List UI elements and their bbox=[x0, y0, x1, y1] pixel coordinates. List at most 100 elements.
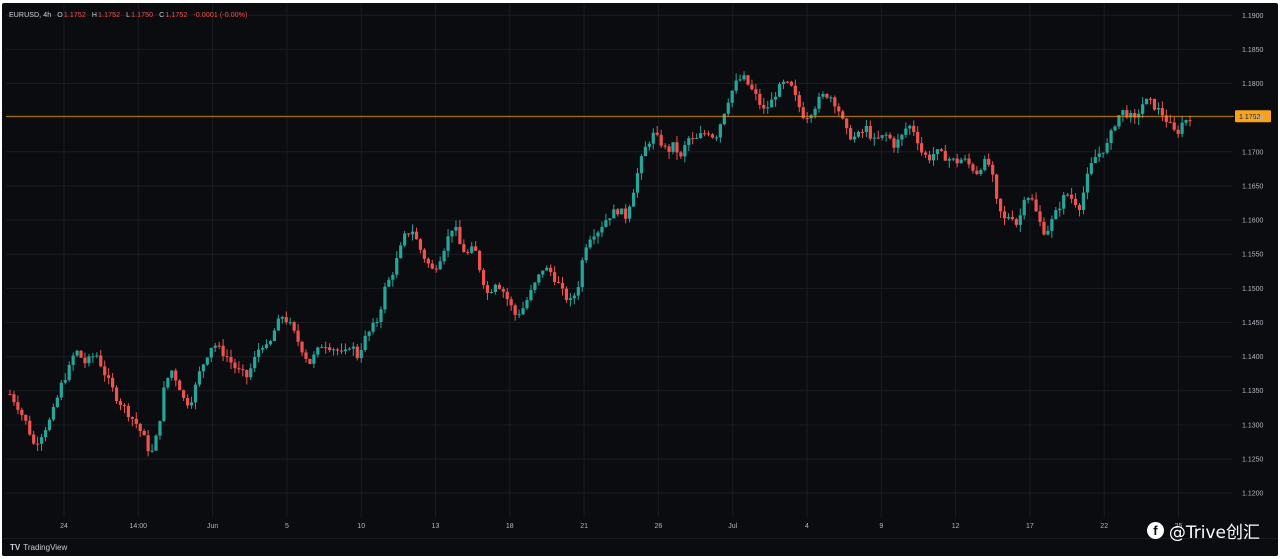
symbol-label[interactable]: EURUSD, 4h bbox=[9, 12, 52, 19]
y-axis[interactable]: 1.1200 1.1250 1.1300 1.1350 1.1400 1.1450 1.15… bbox=[1242, 13, 1264, 498]
candle-body bbox=[837, 106, 841, 112]
candle-body bbox=[379, 309, 383, 323]
candle-body bbox=[351, 346, 355, 349]
candle-body bbox=[647, 143, 651, 147]
candle-body bbox=[458, 226, 462, 245]
candle-body bbox=[671, 142, 675, 152]
candle-body bbox=[746, 75, 750, 85]
candle-body bbox=[991, 164, 995, 175]
candle-body bbox=[154, 435, 158, 451]
candle-body bbox=[79, 350, 83, 358]
candle-body bbox=[1141, 104, 1145, 114]
candle-body bbox=[762, 104, 766, 109]
candle-body bbox=[651, 132, 655, 144]
candle-body bbox=[975, 170, 979, 175]
candle-body bbox=[126, 405, 130, 418]
candle-body bbox=[612, 209, 616, 219]
candle-body bbox=[410, 231, 415, 235]
candle-body bbox=[339, 350, 344, 352]
candle-body bbox=[931, 153, 936, 161]
candle-body bbox=[730, 90, 734, 103]
candle-body bbox=[923, 152, 928, 155]
candle-body bbox=[545, 267, 549, 271]
candle-body bbox=[292, 322, 296, 331]
candlestick-chart[interactable]: 1.1752 1.12001.12501.13001.13501.14001.1… bbox=[2, 3, 1278, 538]
x-tick-label: Jul bbox=[728, 523, 737, 530]
candle-body bbox=[691, 138, 695, 140]
candle-body bbox=[1010, 217, 1015, 220]
candle-body bbox=[442, 250, 446, 262]
candle-body bbox=[864, 125, 868, 132]
candle-body bbox=[655, 132, 659, 135]
facebook-icon: f bbox=[1146, 522, 1164, 539]
candle-body bbox=[825, 93, 829, 98]
candle-body bbox=[91, 356, 95, 358]
candle-body bbox=[624, 208, 628, 219]
candle-body bbox=[533, 282, 537, 290]
candle-body bbox=[300, 341, 304, 353]
candle-body bbox=[324, 347, 328, 349]
current-price-tag bbox=[1235, 110, 1271, 123]
candle-body bbox=[75, 350, 79, 356]
candle-body bbox=[501, 288, 505, 292]
candle-body bbox=[225, 356, 229, 358]
candle-body bbox=[474, 246, 478, 251]
candle-body bbox=[497, 284, 501, 289]
candle-body bbox=[734, 80, 738, 91]
candle-body bbox=[107, 375, 111, 378]
candle-body bbox=[1089, 163, 1093, 174]
tradingview-logo[interactable]: TV TradingView bbox=[10, 543, 67, 552]
candle-body bbox=[983, 158, 987, 171]
candle-body bbox=[888, 134, 892, 139]
candle-body bbox=[418, 239, 423, 250]
candle-body bbox=[1066, 194, 1070, 196]
candle-body bbox=[884, 134, 888, 136]
candle-body bbox=[308, 358, 312, 364]
candle-body bbox=[935, 149, 940, 154]
candle-body bbox=[391, 274, 395, 280]
current-price-line: 1.1752 bbox=[6, 110, 1271, 123]
candle-body bbox=[253, 356, 257, 369]
candle-body bbox=[1164, 115, 1168, 122]
candle-body bbox=[750, 84, 754, 90]
y-tick-label: 1.1200 bbox=[1242, 491, 1264, 498]
candle-body bbox=[537, 274, 541, 283]
candle-body bbox=[726, 102, 730, 114]
candle-body bbox=[781, 81, 786, 85]
watermark-text: @Trive创汇 bbox=[1168, 523, 1260, 543]
candle-body bbox=[1030, 198, 1034, 200]
candle-body bbox=[217, 345, 221, 347]
candle-body bbox=[395, 258, 399, 275]
candle-body bbox=[284, 317, 288, 323]
candle-body bbox=[702, 133, 707, 135]
candle-body bbox=[470, 246, 474, 253]
candle-body bbox=[592, 236, 596, 240]
candle-body bbox=[509, 299, 513, 306]
candle-body bbox=[809, 115, 813, 119]
x-tick-label: 12 bbox=[952, 523, 960, 530]
candle-body bbox=[174, 370, 178, 381]
candle-body bbox=[943, 150, 947, 161]
candle-body bbox=[249, 368, 253, 378]
candle-body bbox=[568, 298, 573, 300]
candle-body bbox=[257, 349, 261, 357]
candle-body bbox=[213, 345, 217, 348]
candle-body bbox=[1180, 122, 1184, 134]
candle-body bbox=[12, 394, 16, 403]
x-tick-label: 4 bbox=[805, 523, 809, 530]
candle-body bbox=[1038, 211, 1042, 222]
x-axis[interactable]: 24 14:00 Jun 5 10 13 18 21 26 Jul 4 9 12 17 22 25 bbox=[60, 523, 1182, 530]
candle-body bbox=[576, 287, 580, 296]
candle-body bbox=[572, 295, 576, 299]
candle-body bbox=[959, 159, 963, 164]
candle-body bbox=[276, 318, 280, 331]
y-tick-label: 1.1750 bbox=[1242, 115, 1264, 122]
close-value: 1.1752 bbox=[165, 12, 188, 19]
candle-body bbox=[1113, 126, 1117, 131]
y-tick-label: 1.1650 bbox=[1242, 183, 1264, 190]
candle-body bbox=[908, 125, 912, 129]
ohlc-legend: EURUSD, 4h O1.1752 H1.1752 L1.1750 C1.17… bbox=[9, 12, 252, 19]
candle-body bbox=[272, 330, 277, 342]
candle-body bbox=[363, 335, 367, 351]
y-tick-label: 1.1550 bbox=[1242, 252, 1264, 259]
